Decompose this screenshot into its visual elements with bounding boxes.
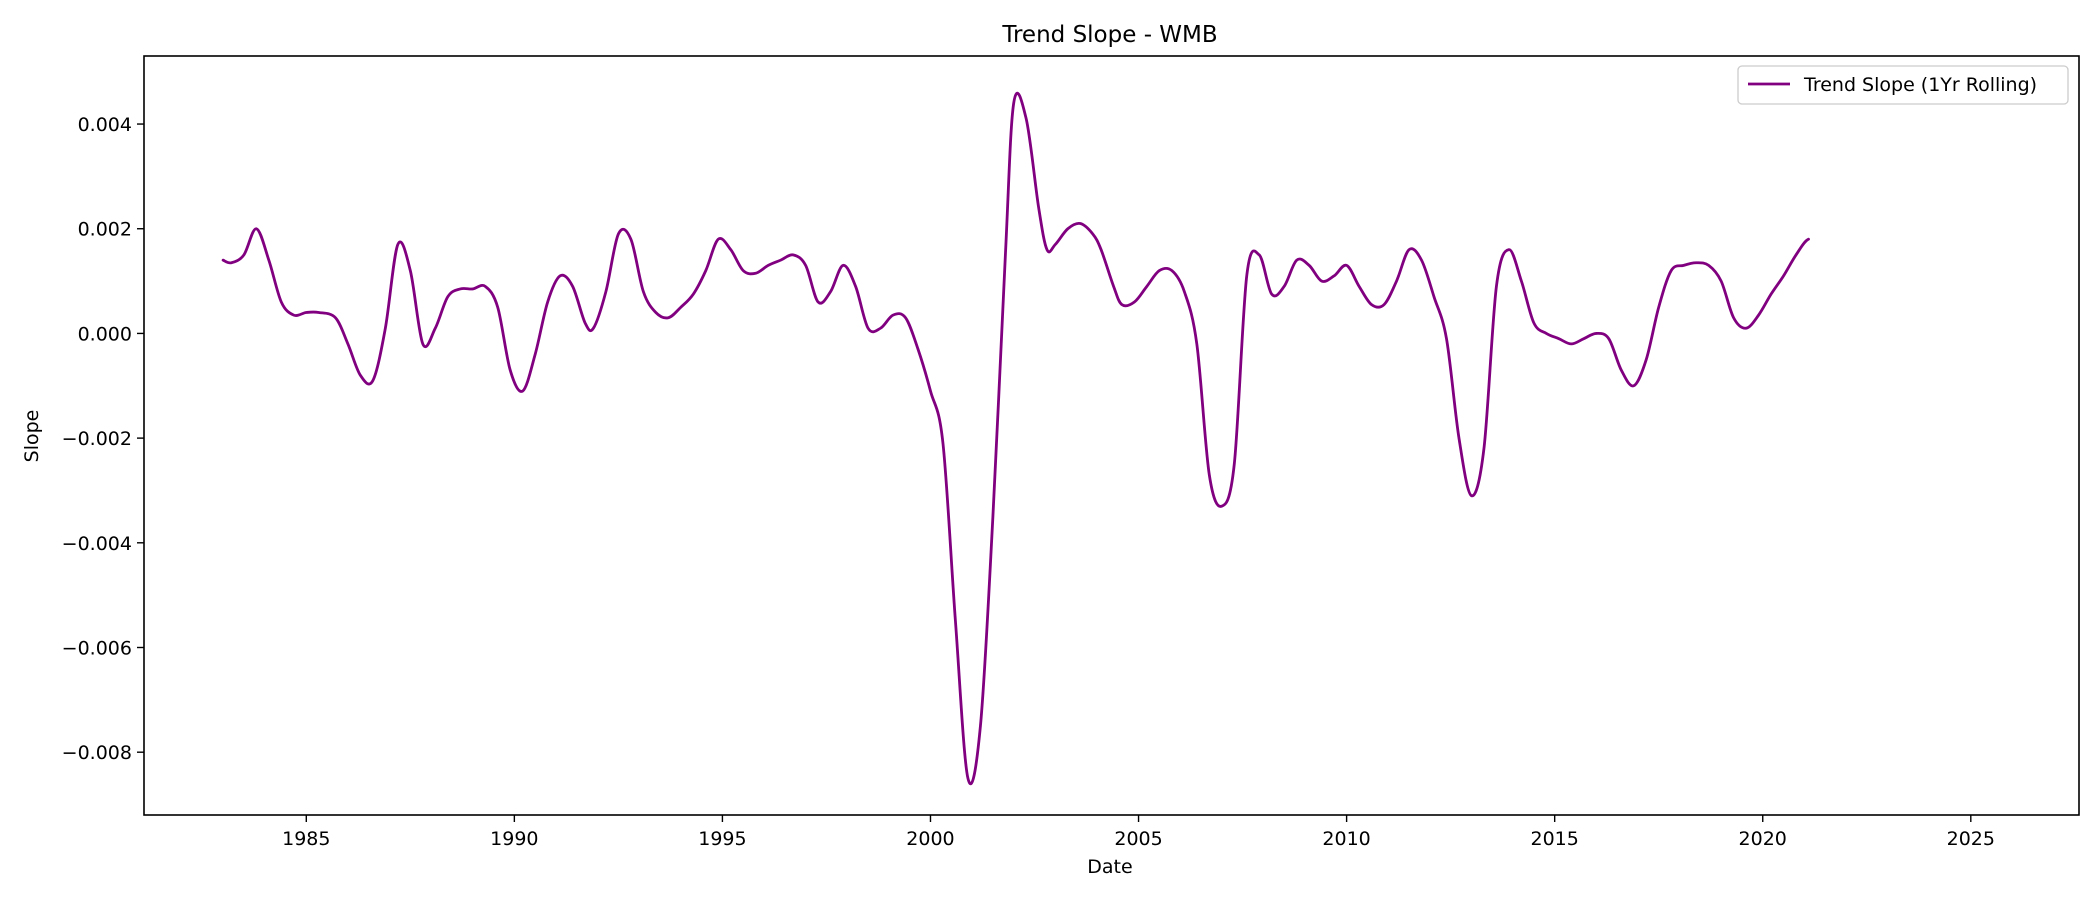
- x-tick-label: 2005: [1114, 828, 1162, 850]
- x-tick-label: 2010: [1322, 828, 1370, 850]
- x-tick-label: 1990: [490, 828, 538, 850]
- y-tick-label: −0.002: [62, 428, 132, 450]
- y-tick-label: 0.002: [78, 219, 132, 241]
- y-tick-label: −0.004: [62, 533, 132, 555]
- y-tick-label: −0.006: [62, 637, 132, 659]
- x-tick-label: 2020: [1739, 828, 1787, 850]
- y-tick-label: 0.004: [78, 114, 132, 136]
- x-axis-label: Date: [1087, 856, 1132, 878]
- chart-title: Trend Slope - WMB: [1001, 22, 1217, 48]
- x-tick-label: 1995: [698, 828, 746, 850]
- y-tick-label: 0.000: [78, 323, 132, 345]
- x-tick-label: 1985: [282, 828, 330, 850]
- legend: Trend Slope (1Yr Rolling): [1738, 66, 2068, 104]
- y-axis-label: Slope: [21, 410, 43, 463]
- x-tick-label: 2000: [906, 828, 954, 850]
- y-tick-label: −0.008: [62, 742, 132, 764]
- x-tick-label: 2015: [1530, 828, 1578, 850]
- legend-entry-trend-slope: Trend Slope (1Yr Rolling): [1803, 74, 2037, 96]
- x-tick-label: 2025: [1947, 828, 1995, 850]
